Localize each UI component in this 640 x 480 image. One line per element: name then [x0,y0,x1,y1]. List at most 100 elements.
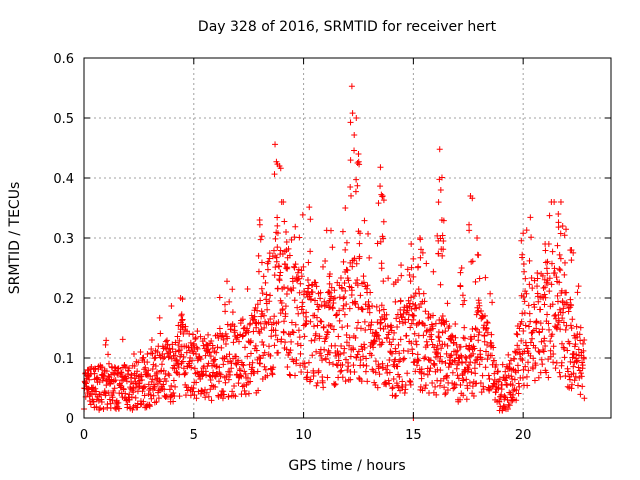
data-point [282,261,289,268]
data-point [266,298,273,305]
data-point [305,259,312,266]
data-point [409,350,416,357]
data-point [218,333,225,340]
data-point [460,392,467,399]
data-point [161,386,168,393]
data-point [523,290,530,297]
data-point [174,358,181,365]
data-point [166,345,173,352]
data-point [229,309,236,316]
data-point [324,374,331,381]
data-point [207,377,214,384]
data-point [490,357,497,364]
data-point [531,304,538,311]
data-point [472,278,479,285]
data-point [288,319,295,326]
data-point [553,274,560,281]
data-point [505,351,512,358]
data-point [431,362,438,369]
data-point [330,326,337,333]
data-point [152,354,159,361]
data-point [298,273,305,280]
data-point [315,306,322,313]
data-point [228,365,235,372]
data-point [429,380,436,387]
data-point [216,370,223,377]
data-point [439,252,446,259]
data-point [396,373,403,380]
data-point [167,349,174,356]
data-point [295,310,302,317]
data-point [411,293,418,300]
data-point [520,230,527,237]
y-tick-label: 0 [66,412,74,427]
data-point [570,363,577,370]
data-point [288,338,295,345]
data-point [470,393,477,400]
data-point [258,285,265,292]
data-point [433,350,440,357]
data-point [361,341,368,348]
data-point [519,357,526,364]
data-point [541,335,548,342]
data-point [370,344,377,351]
data-point [334,348,341,355]
data-point [216,378,223,385]
data-point [275,349,282,356]
data-point [564,383,571,390]
data-point [271,342,278,349]
data-point [239,361,246,368]
data-point [268,333,275,340]
data-point [477,380,484,387]
data-point [417,254,424,261]
data-point [522,288,529,295]
data-point [413,305,420,312]
data-point [172,383,179,390]
data-point [175,360,182,367]
data-point [259,338,266,345]
data-point [449,333,456,340]
data-point [484,329,491,336]
data-point [220,388,227,395]
data-point [525,302,532,309]
data-point [166,353,173,360]
data-point [557,326,564,333]
data-point [145,367,152,374]
data-point [256,354,263,361]
data-point [474,235,481,241]
data-point [310,369,317,376]
data-point [193,350,200,357]
data-point [548,281,555,288]
data-point [527,318,534,325]
data-point [352,300,359,307]
x-tick-label: 5 [190,428,198,443]
data-point [272,235,279,242]
data-point [437,367,444,374]
data-point [544,311,551,318]
data-point [377,183,384,190]
data-point [418,375,425,382]
data-point [138,377,145,384]
data-point [371,338,378,345]
data-point [481,338,488,345]
data-point [82,379,89,386]
data-point [440,246,447,253]
data-point [546,275,553,282]
data-point [452,357,459,364]
data-point [166,372,173,379]
data-point [363,362,370,369]
data-point [140,398,147,405]
data-point [542,284,549,291]
data-point [380,306,387,313]
data-point [416,319,423,326]
data-point [274,222,281,229]
data-point [295,327,302,334]
data-point [465,345,472,352]
data-point [95,397,102,404]
data-point [153,398,160,405]
data-point [232,393,239,400]
data-point [367,289,374,296]
data-point [360,353,367,360]
data-point [554,292,561,299]
data-point [344,367,351,374]
